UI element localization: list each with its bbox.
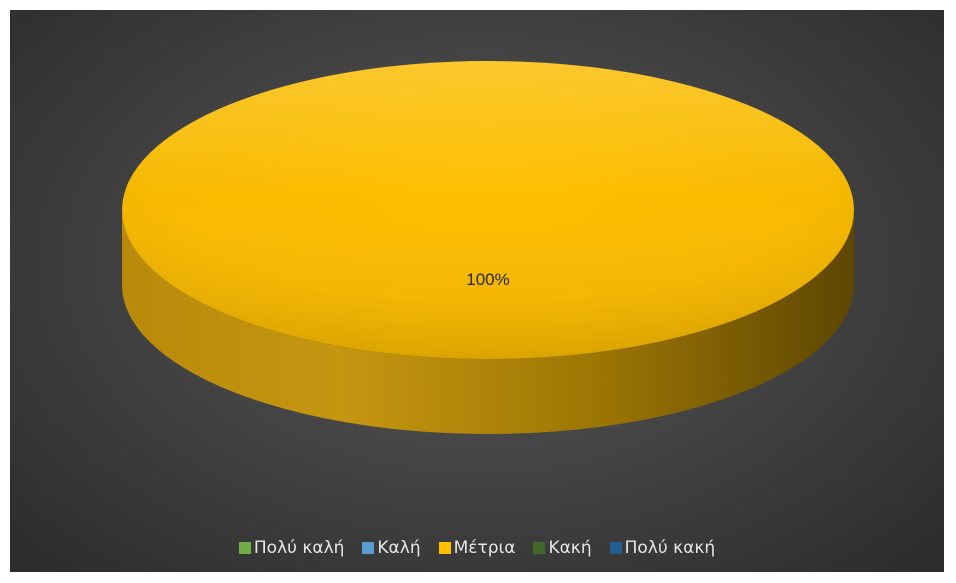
legend-swatch xyxy=(609,542,622,554)
legend-label: Καλή xyxy=(377,538,421,558)
data-label-metria: 100% xyxy=(466,270,509,289)
pie-chart: 100% xyxy=(122,61,854,434)
pie-slice-μέτρια xyxy=(122,61,854,434)
legend-label: Κακή xyxy=(548,538,592,558)
pie-slices xyxy=(122,61,854,434)
legend-swatch xyxy=(362,542,375,554)
pie-slice-μέτρια-sheen xyxy=(122,61,854,359)
legend-label: Μέτρια xyxy=(453,538,516,558)
pie-slice-μέτρια-side xyxy=(122,210,854,434)
legend-item-kaki: Κακή xyxy=(533,538,592,558)
legend-swatch xyxy=(533,542,546,554)
legend-swatch xyxy=(238,542,251,554)
legend: Πολύ καλή Καλή Μέτρια Κακή Πολύ κακή xyxy=(10,538,944,558)
chart-area: 100% Πολύ καλή Καλή Μέτρια Κακή Πολύ κακ… xyxy=(10,10,944,572)
legend-item-metria: Μέτρια xyxy=(438,538,516,558)
legend-item-poly-kaki: Πολύ κακή xyxy=(609,538,716,558)
legend-item-poly-kali: Πολύ καλή xyxy=(238,538,345,558)
legend-swatch xyxy=(438,542,451,554)
legend-label: Πολύ καλή xyxy=(253,538,345,558)
legend-label: Πολύ κακή xyxy=(624,538,716,558)
legend-item-kali: Καλή xyxy=(362,538,421,558)
